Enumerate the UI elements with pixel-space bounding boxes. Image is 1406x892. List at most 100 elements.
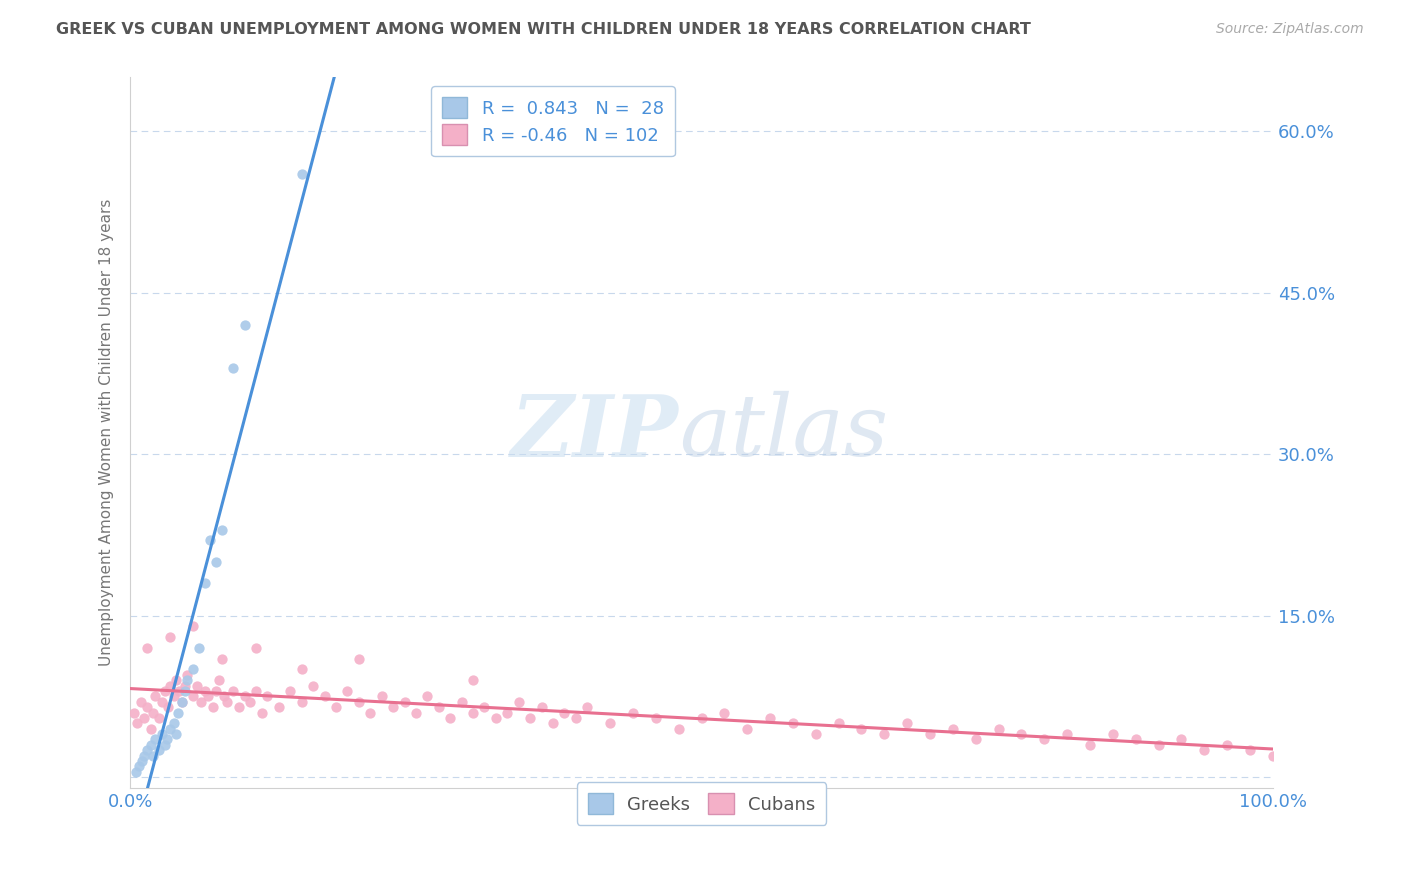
Point <box>150 727 173 741</box>
Point <box>942 722 965 736</box>
Point <box>156 732 179 747</box>
Text: GREEK VS CUBAN UNEMPLOYMENT AMONG WOMEN WITH CHILDREN UNDER 18 YEARS CORRELATION: GREEK VS CUBAN UNEMPLOYMENT AMONG WOMEN … <box>56 22 1031 37</box>
Point <box>132 748 155 763</box>
Point <box>690 711 713 725</box>
Point <box>222 684 245 698</box>
Y-axis label: Unemployment Among Women with Children Under 18 years: Unemployment Among Women with Children U… <box>100 199 114 666</box>
Point <box>918 727 941 741</box>
Point <box>131 754 153 768</box>
Point <box>599 716 621 731</box>
Point <box>212 690 235 704</box>
Point <box>217 695 239 709</box>
Point <box>508 695 530 709</box>
Point <box>165 727 187 741</box>
Point <box>370 690 392 704</box>
Point <box>565 711 588 725</box>
Point <box>181 663 204 677</box>
Point <box>987 722 1010 736</box>
Point <box>145 690 167 704</box>
Point <box>291 695 314 709</box>
Point <box>205 684 228 698</box>
Point <box>208 673 231 688</box>
Point <box>190 695 212 709</box>
Point <box>211 651 233 665</box>
Point <box>186 679 208 693</box>
Point <box>382 700 405 714</box>
Point <box>194 684 217 698</box>
Point <box>205 555 228 569</box>
Point <box>181 690 204 704</box>
Point <box>169 684 191 698</box>
Point <box>496 706 519 720</box>
Point <box>1010 727 1032 741</box>
Point <box>782 716 804 731</box>
Point <box>136 743 159 757</box>
Point <box>1078 738 1101 752</box>
Point <box>174 684 197 698</box>
Point <box>278 684 301 698</box>
Point <box>644 711 666 725</box>
Point <box>405 706 427 720</box>
Point <box>1216 738 1239 752</box>
Point <box>576 700 599 714</box>
Point <box>125 764 148 779</box>
Point <box>439 711 461 725</box>
Point <box>735 722 758 736</box>
Point <box>416 690 439 704</box>
Point <box>668 722 690 736</box>
Point <box>1101 727 1123 741</box>
Point <box>176 668 198 682</box>
Point <box>245 640 267 655</box>
Point <box>291 663 314 677</box>
Point <box>314 690 336 704</box>
Point <box>142 706 165 720</box>
Point <box>965 732 987 747</box>
Text: ZIP: ZIP <box>510 391 679 475</box>
Point <box>804 727 827 741</box>
Point <box>201 700 224 714</box>
Point <box>1170 732 1192 747</box>
Point <box>129 695 152 709</box>
Point <box>142 748 165 763</box>
Point <box>136 700 159 714</box>
Point <box>1033 732 1056 747</box>
Point <box>228 700 250 714</box>
Point <box>474 700 496 714</box>
Point <box>165 673 187 688</box>
Point <box>222 361 245 376</box>
Point <box>145 732 167 747</box>
Point <box>163 690 186 704</box>
Point <box>1261 748 1284 763</box>
Point <box>541 716 564 731</box>
Point <box>713 706 735 720</box>
Point <box>122 706 145 720</box>
Point <box>176 673 198 688</box>
Point <box>302 679 325 693</box>
Point <box>256 690 278 704</box>
Point <box>1125 732 1147 747</box>
Point <box>1056 727 1078 741</box>
Point <box>181 619 204 633</box>
Point <box>530 700 553 714</box>
Point <box>553 706 575 720</box>
Point <box>139 722 162 736</box>
Point <box>851 722 873 736</box>
Point <box>621 706 644 720</box>
Point <box>827 716 849 731</box>
Point <box>163 716 186 731</box>
Point <box>759 711 782 725</box>
Point <box>233 318 256 332</box>
Text: atlas: atlas <box>679 392 887 474</box>
Point <box>233 690 256 704</box>
Point <box>461 673 484 688</box>
Point <box>194 576 217 591</box>
Point <box>167 706 190 720</box>
Point <box>159 679 181 693</box>
Point <box>239 695 262 709</box>
Point <box>250 706 273 720</box>
Point <box>127 716 149 731</box>
Point <box>170 695 193 709</box>
Point <box>200 533 222 548</box>
Point <box>159 722 181 736</box>
Point <box>291 167 314 181</box>
